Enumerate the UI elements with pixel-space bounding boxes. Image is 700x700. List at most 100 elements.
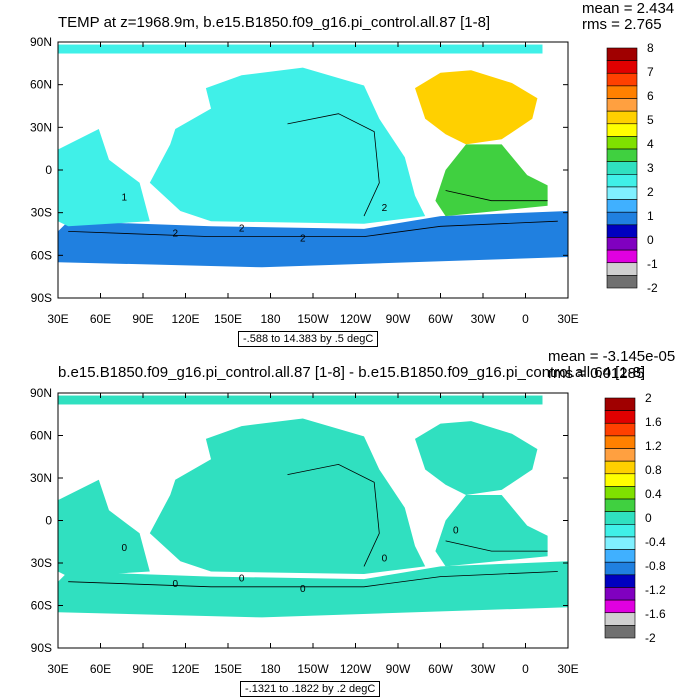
colorbar-label: 0 xyxy=(645,511,652,525)
colorbar-swatch xyxy=(606,98,638,112)
x-tick-label: 120W xyxy=(340,662,372,676)
panel1-mean: mean = 2.434 xyxy=(582,0,675,17)
colorbar-swatch xyxy=(604,460,636,475)
x-tick-label: 90E xyxy=(132,312,153,326)
x-tick-label: 90W xyxy=(386,662,411,676)
x-tick-label: 60E xyxy=(90,312,111,326)
colorbar-swatch xyxy=(604,397,636,411)
colorbar-label: 2 xyxy=(645,391,652,405)
colorbar-label: 5 xyxy=(647,113,654,127)
colorbar-label: 4 xyxy=(647,137,654,151)
colorbar-swatch xyxy=(606,174,638,188)
contour-label: 2 xyxy=(382,203,388,214)
colorbar-swatch xyxy=(606,60,638,74)
x-tick-label: 180 xyxy=(260,312,280,326)
y-tick-label: 90S xyxy=(31,641,52,655)
x-tick-label: 30E xyxy=(557,662,578,676)
y-tick-label: 30N xyxy=(30,471,52,485)
x-tick-label: 30E xyxy=(47,662,68,676)
y-tick-label: 60S xyxy=(31,599,52,613)
colorbar-swatch xyxy=(606,85,638,99)
contour-label: 2 xyxy=(239,223,245,234)
southern-ocean-fill xyxy=(58,561,568,618)
colorbar-label: -2 xyxy=(645,631,656,645)
colorbar-swatch xyxy=(604,473,636,487)
colorbar-label: 7 xyxy=(647,65,654,79)
panel1-rms: rms = 2.765 xyxy=(582,16,662,33)
colorbar-swatch xyxy=(604,612,636,626)
x-tick-label: 60W xyxy=(428,662,453,676)
y-tick-label: 0 xyxy=(45,163,52,177)
y-tick-label: 30S xyxy=(31,206,52,220)
colorbar: 2 1.6 1.2 0.8 0.4 0 -0.4 -0.8 -1.2 -1.6 -2 xyxy=(604,391,666,645)
colorbar-label: 3 xyxy=(647,161,654,175)
contour-line xyxy=(287,113,380,217)
y-tick-label: 90N xyxy=(30,35,52,49)
colorbar-swatch xyxy=(604,549,636,563)
colorbar-label: 6 xyxy=(647,89,654,103)
x-tick-label: 0 xyxy=(522,312,529,326)
colorbar-swatch xyxy=(606,224,638,238)
colorbar-label: 1.2 xyxy=(645,439,662,453)
contour-label: 0 xyxy=(382,553,388,564)
colorbar-swatch xyxy=(604,599,636,614)
colorbar-swatch xyxy=(606,72,638,87)
y-tick-label: 60S xyxy=(31,248,52,262)
contour-line xyxy=(68,571,558,588)
x-tick-label: 150W xyxy=(297,662,329,676)
colorbar-swatch xyxy=(604,574,636,588)
colorbar-label: -1.6 xyxy=(645,607,666,621)
panel2-rms: rms = 0.01285 xyxy=(548,365,645,382)
panel-2: 0 0 0 0 0 0 30E 60E 90E 120E 150E 180 150W 120W 90W 60W… xyxy=(30,386,666,676)
colorbar-swatch xyxy=(604,486,636,500)
colorbar-label: 8 xyxy=(647,41,654,55)
colorbar-swatch xyxy=(606,47,638,61)
x-tick-label: 30W xyxy=(471,662,496,676)
colorbar-swatch xyxy=(604,524,636,538)
pacific-basin-fill xyxy=(149,418,426,574)
colorbar-swatch xyxy=(606,186,638,200)
y-tick-label: 60N xyxy=(30,429,52,443)
x-tick-label: 150E xyxy=(214,662,242,676)
panel2-mean: mean = -3.145e-05 xyxy=(548,348,676,365)
x-tick-label: 30E xyxy=(47,312,68,326)
y-tick-label: 30N xyxy=(30,120,52,134)
colorbar-swatch xyxy=(606,199,638,213)
contour-label: 0 xyxy=(239,574,245,585)
panel1-title: TEMP at z=1968.9m, b.e15.B1850.f09_g16.p… xyxy=(58,14,491,31)
colorbar-swatch xyxy=(604,587,636,601)
panel2-title: b.e15.B1850.f09_g16.pi_control.all.87 [1… xyxy=(58,364,646,381)
atlantic-north-fill xyxy=(415,70,538,145)
colorbar-label: -1.2 xyxy=(645,583,666,597)
x-tick-label: 60W xyxy=(428,312,453,326)
colorbar-swatch xyxy=(604,435,636,449)
colorbar-swatch xyxy=(604,498,636,512)
x-tick-label: 30E xyxy=(557,312,578,326)
panel2-range-box: -.1321 to .1822 by .2 degC xyxy=(240,681,381,697)
colorbar-swatch xyxy=(604,536,636,550)
x-tick-label: 120W xyxy=(340,312,372,326)
x-tick-label: 150E xyxy=(214,312,242,326)
southern-ocean-fill xyxy=(58,211,568,268)
contour-label: 0 xyxy=(300,584,306,595)
colorbar-label: -0.4 xyxy=(645,535,666,549)
colorbar-swatch xyxy=(606,211,638,226)
colorbar-swatch xyxy=(606,110,638,125)
indian-basin-fill xyxy=(58,479,150,577)
atlantic-south-fill xyxy=(435,144,548,217)
y-tick-label: 30S xyxy=(31,556,52,570)
pacific-basin-fill xyxy=(149,67,426,224)
colorbar-swatch xyxy=(604,511,636,525)
arctic-strip xyxy=(58,44,543,54)
x-tick-label: 0 xyxy=(522,662,529,676)
colorbar-swatch xyxy=(606,237,638,251)
contour-line xyxy=(445,190,548,202)
colorbar-swatch xyxy=(604,422,636,437)
arctic-strip xyxy=(58,395,543,405)
colorbar-label: 2 xyxy=(647,185,654,199)
contour-label: 0 xyxy=(453,525,459,536)
atlantic-south-fill xyxy=(435,495,548,567)
indian-basin-fill xyxy=(58,129,150,227)
